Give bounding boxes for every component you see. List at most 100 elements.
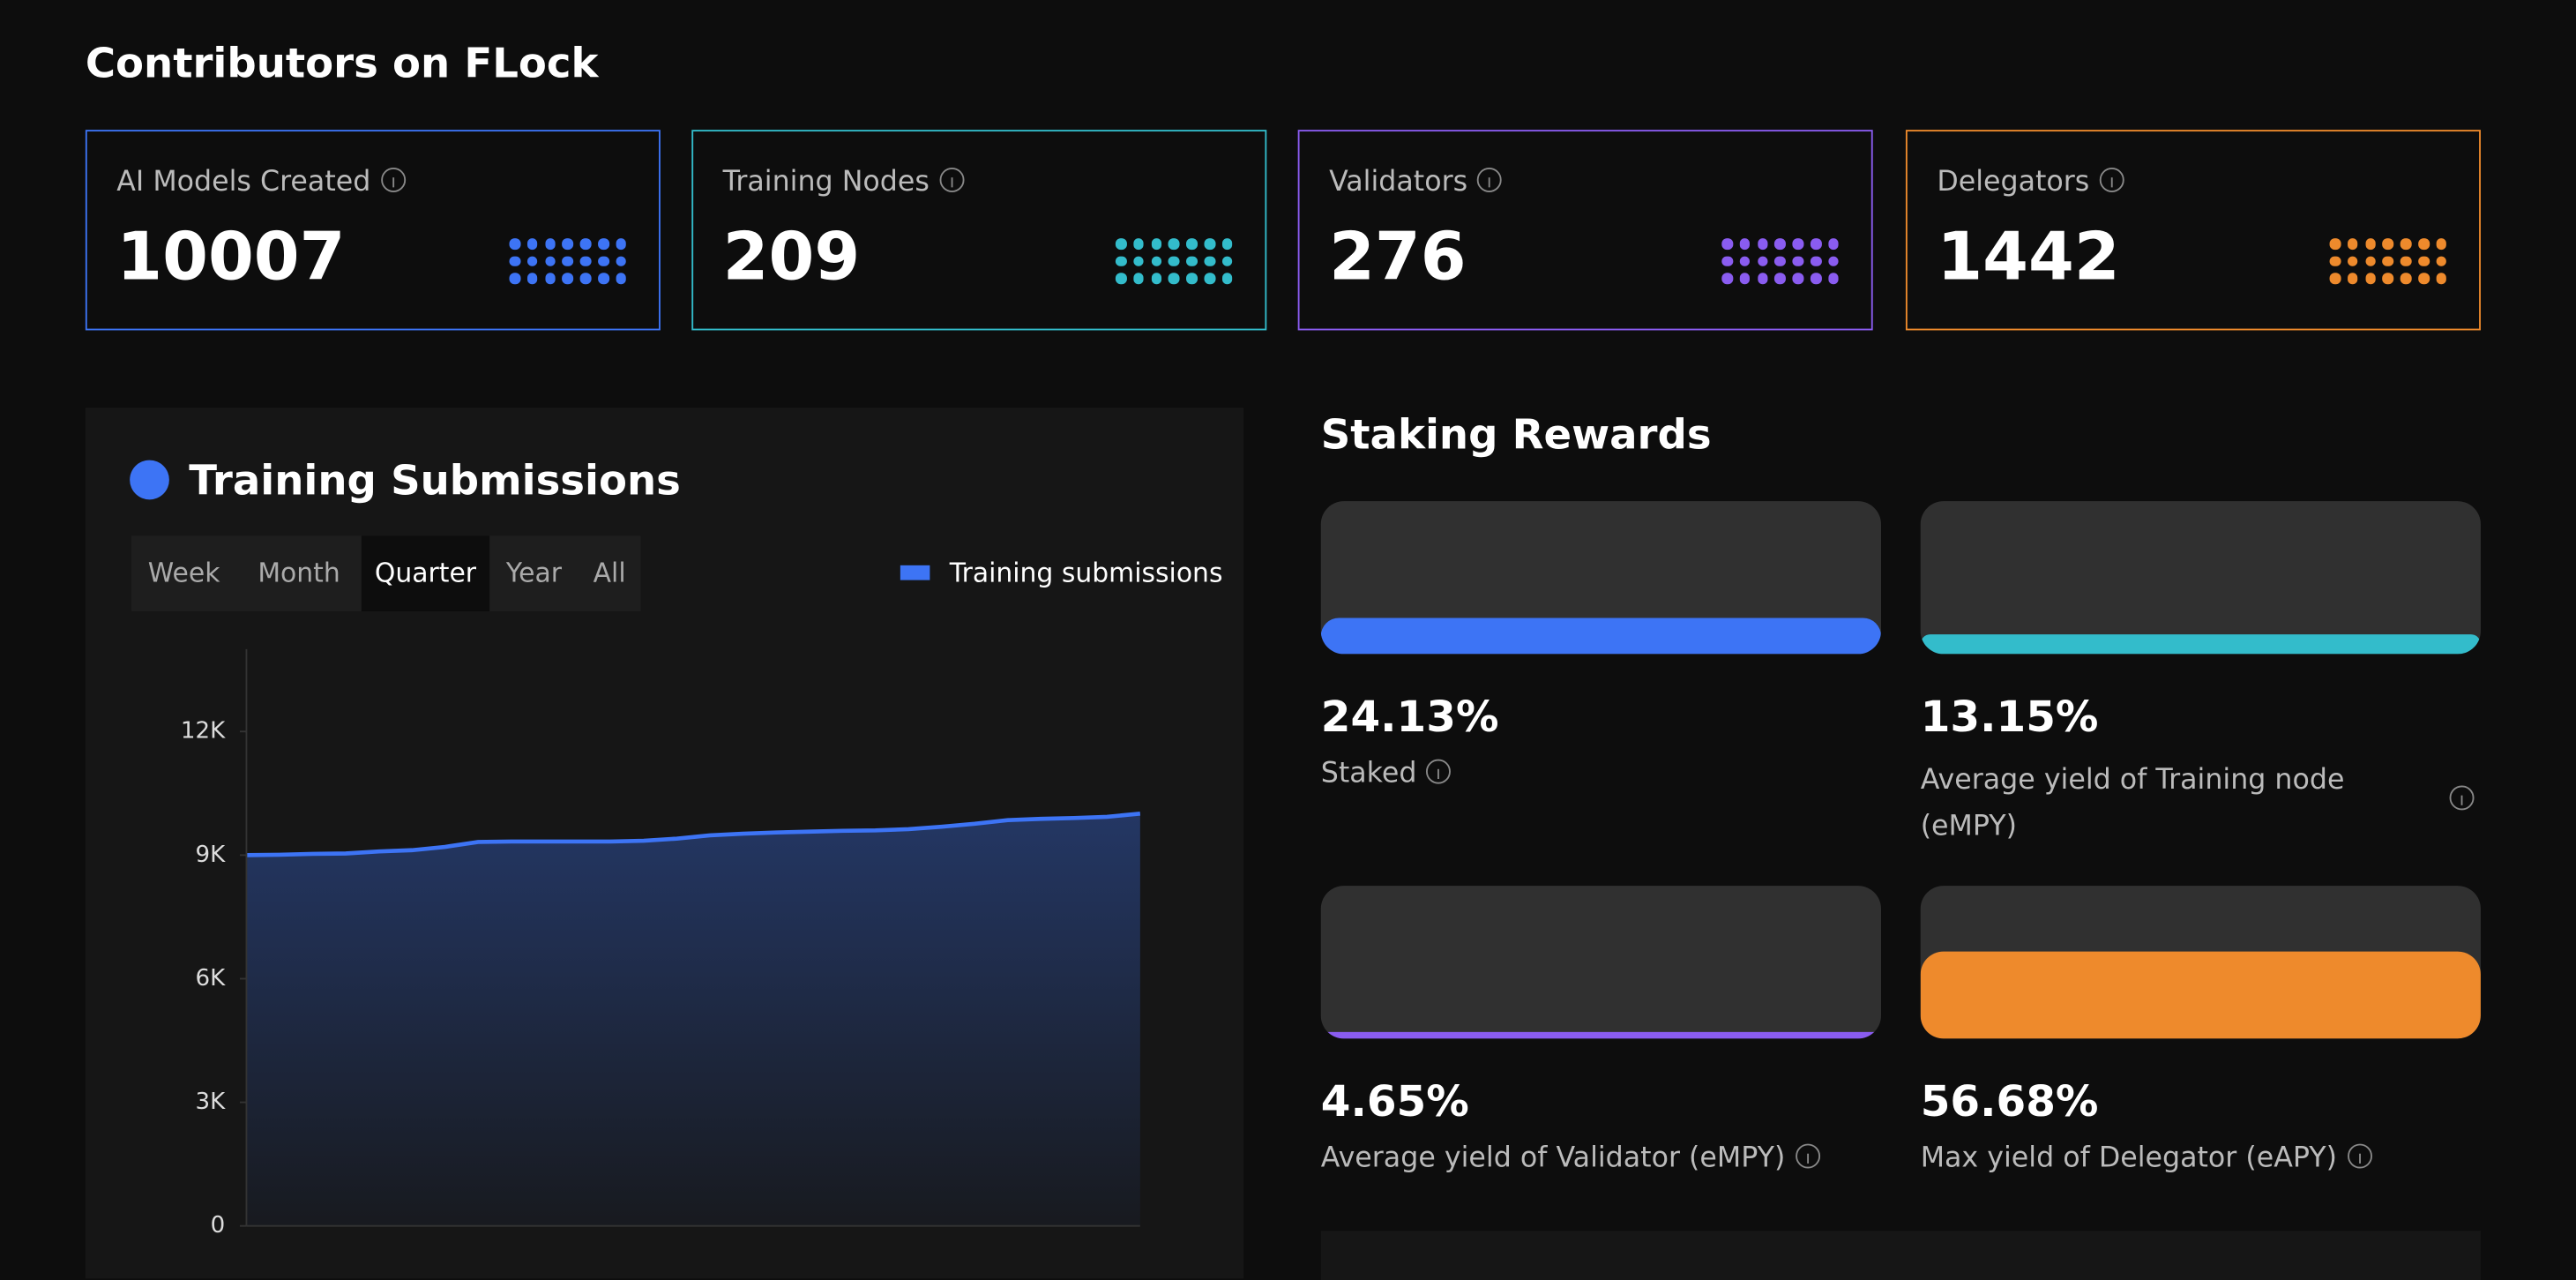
- dot: [1810, 238, 1822, 250]
- dot: [2401, 273, 2412, 284]
- range-button[interactable]: Week: [147, 557, 220, 588]
- dot: [579, 273, 592, 284]
- stat-label: AI Models Created: [116, 166, 406, 198]
- y-tick-label: 6K: [196, 965, 227, 992]
- dot: [2401, 238, 2412, 250]
- legend-swatch: [900, 565, 930, 580]
- range-button[interactable]: Year: [505, 557, 562, 588]
- y-tick-label: 3K: [196, 1089, 227, 1115]
- info-wrap: [2439, 784, 2475, 815]
- dot: [1221, 238, 1233, 250]
- info-icon[interactable]: [2347, 1143, 2372, 1169]
- dot: [2382, 273, 2394, 284]
- gauge-label: Average yield of Training node (eMPY): [1920, 764, 2345, 843]
- dot: [2329, 238, 2341, 250]
- chart-title: Training Submissions: [189, 456, 681, 505]
- dot: [1792, 238, 1803, 250]
- dot: [598, 238, 609, 250]
- gauge-value: 4.65%: [1320, 1078, 1469, 1127]
- dot: [1204, 273, 1215, 284]
- dot: [579, 255, 592, 266]
- dot: [1151, 273, 1162, 284]
- info-icon[interactable]: [1795, 1143, 1820, 1169]
- gauge-track: [1320, 886, 1881, 1039]
- dot: [526, 273, 538, 284]
- dot: [2364, 273, 2376, 284]
- dot: [2401, 255, 2412, 266]
- dot: [1115, 255, 1127, 266]
- dot: [2436, 238, 2447, 250]
- info-icon[interactable]: [2449, 785, 2475, 811]
- dot: [526, 255, 538, 266]
- dot: [616, 255, 627, 266]
- stat-card: [85, 130, 661, 331]
- dot: [1133, 238, 1145, 250]
- dot: [2382, 255, 2394, 266]
- gauge-label: Staked: [1321, 758, 1452, 790]
- gauge-track: [1920, 886, 2481, 1039]
- dot: [2436, 273, 2447, 284]
- stat-label: Validators: [1329, 166, 1503, 198]
- dot: [1828, 255, 1840, 266]
- dot: [2347, 273, 2358, 284]
- dot: [1169, 238, 1180, 250]
- stat-label: Delegators: [1937, 166, 2124, 198]
- gauge-label: Average yield of Validator (eMPY): [1321, 1142, 1820, 1175]
- dot: [562, 255, 573, 266]
- dot: [2418, 273, 2430, 284]
- dot: [1828, 273, 1840, 284]
- dot: [2329, 273, 2341, 284]
- stat-label: Training Nodes: [723, 166, 964, 198]
- dot: [598, 273, 609, 284]
- dot: [1133, 273, 1145, 284]
- gauge-track: [1920, 501, 2481, 655]
- range-button[interactable]: Quarter: [361, 535, 490, 611]
- gauge-value: 13.15%: [1920, 693, 2099, 744]
- dot: [2347, 238, 2358, 250]
- info-icon[interactable]: [939, 168, 964, 192]
- gauge-value: 56.68%: [1920, 1078, 2099, 1127]
- dot: [1115, 273, 1127, 284]
- gauge-value: 24.13%: [1320, 693, 1499, 744]
- dot: [562, 238, 573, 250]
- dot: [1739, 273, 1751, 284]
- dot: [598, 255, 609, 266]
- dot: [544, 238, 556, 250]
- staking-title: Staking Rewards: [1320, 410, 1712, 459]
- dot: [509, 238, 520, 250]
- dot: [1739, 238, 1751, 250]
- y-tick-label: 12K: [181, 718, 226, 745]
- stat-card: [691, 130, 1267, 331]
- dot: [1757, 273, 1768, 284]
- range-button[interactable]: All: [593, 557, 626, 588]
- dot: [2364, 238, 2376, 250]
- dot: [1169, 273, 1180, 284]
- dot: [1133, 255, 1145, 266]
- dot: [616, 238, 627, 250]
- panel: [1320, 1231, 2481, 1280]
- gauge-fill: [1920, 952, 2481, 1039]
- stat-value: 10007: [116, 220, 346, 296]
- dot: [1757, 255, 1768, 266]
- info-icon[interactable]: [380, 168, 406, 192]
- range-button[interactable]: Month: [258, 557, 340, 588]
- info-icon[interactable]: [1426, 759, 1452, 784]
- dot: [1221, 273, 1233, 284]
- stat-value: 276: [1329, 220, 1467, 296]
- dot: [509, 273, 520, 284]
- info-icon[interactable]: [2099, 168, 2124, 192]
- dot: [1151, 255, 1162, 266]
- dot: [2418, 255, 2430, 266]
- gauge-fill: [1920, 633, 2481, 655]
- dot: [1721, 238, 1733, 250]
- dot: [2347, 255, 2358, 266]
- gauge-fill: [1320, 617, 1881, 655]
- dot: [1757, 238, 1768, 250]
- gauge-fill: [1320, 1031, 1881, 1039]
- dot: [1204, 255, 1215, 266]
- dot: [1169, 255, 1180, 266]
- info-icon[interactable]: [1477, 168, 1503, 192]
- y-tick-label: 0: [211, 1212, 226, 1239]
- dot: [2436, 255, 2447, 266]
